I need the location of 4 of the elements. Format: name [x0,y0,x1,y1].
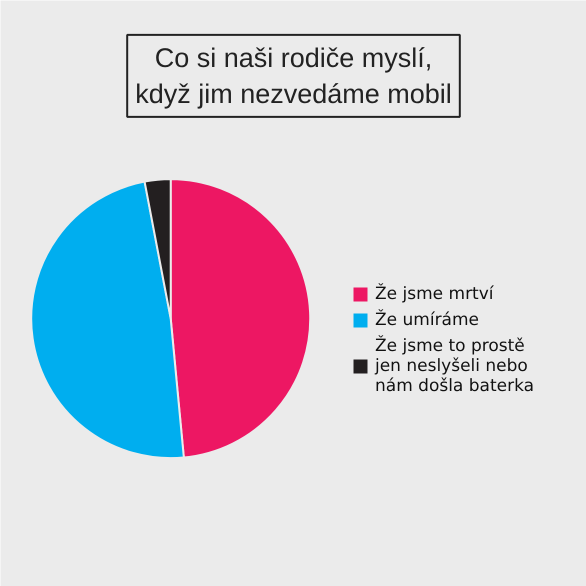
legend-label: Že jsme to prostě jen neslyšeli nebo nám došla baterka [375,336,534,396]
legend-label: Že jsme mrtví [375,284,494,304]
legend-label: Že umíráme [375,310,479,330]
chart-title: Co si naši rodiče myslí, když jim nezvedáme mobil [135,42,452,109]
